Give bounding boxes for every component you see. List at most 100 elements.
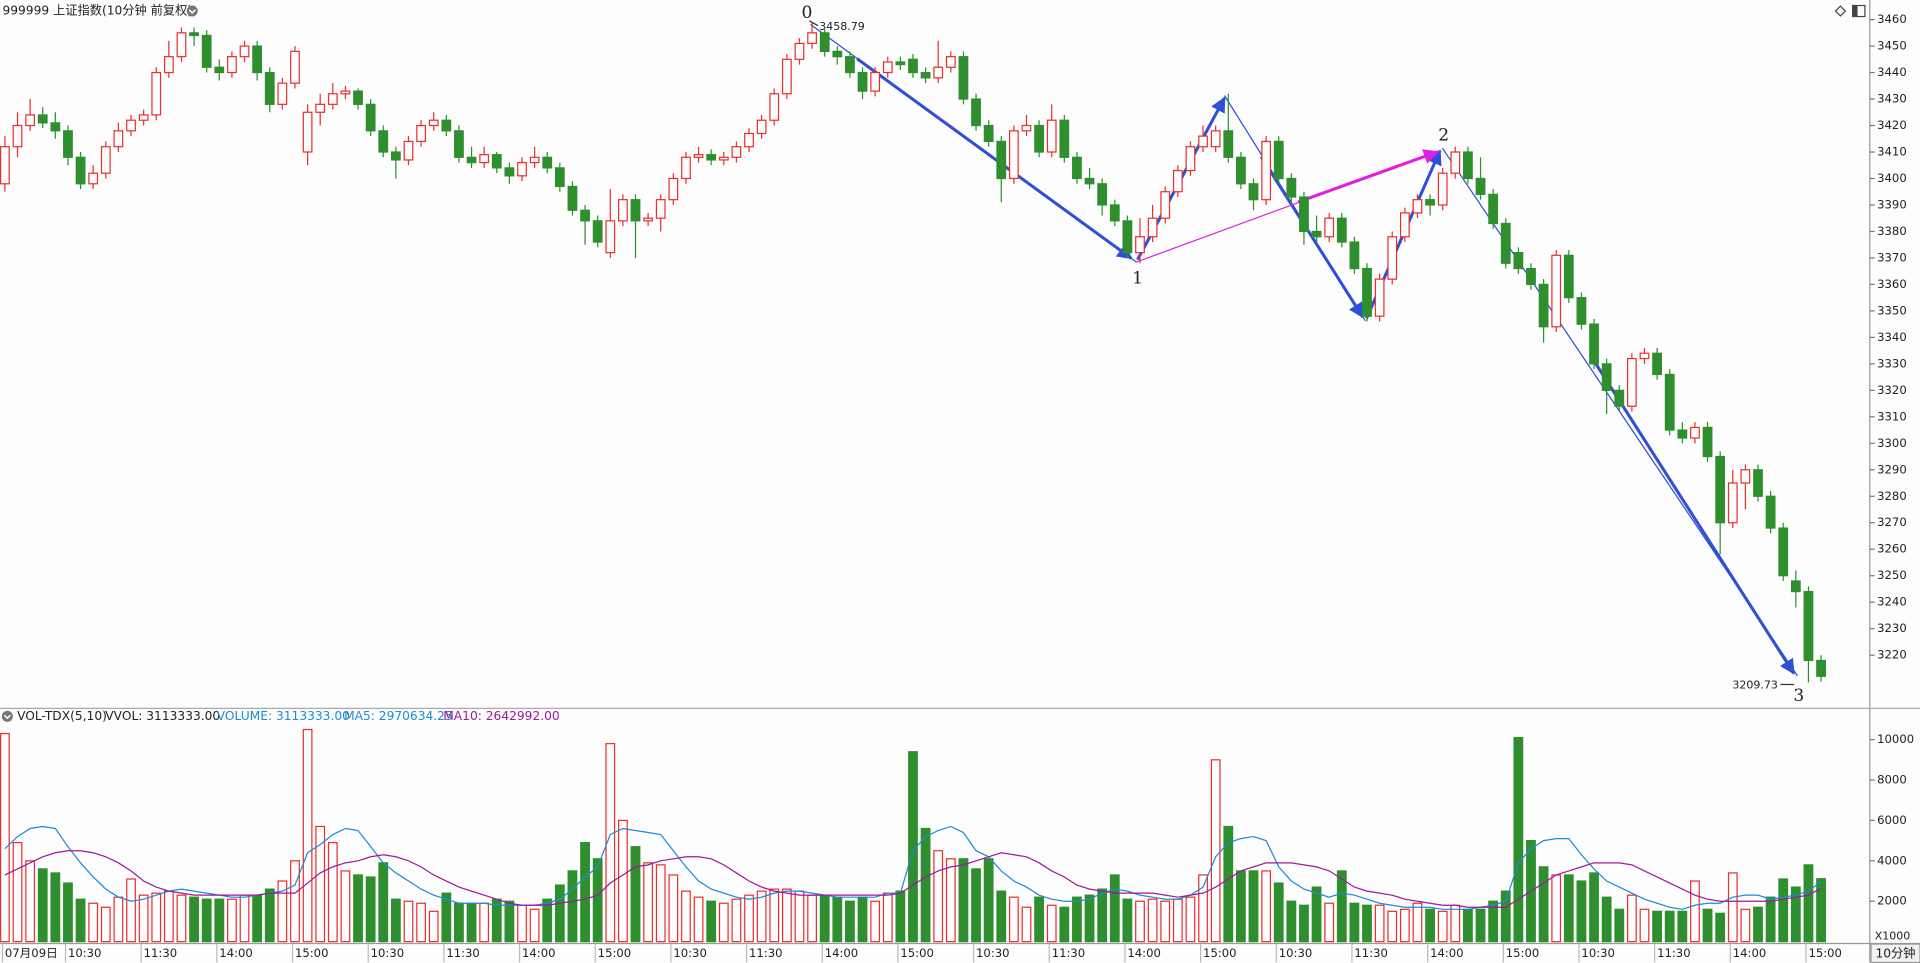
volume-bar (126, 878, 136, 943)
candle-body (1059, 119, 1070, 158)
candle-body (63, 130, 73, 158)
min-price-label: 3209.73 (1732, 679, 1778, 692)
volume-bar (971, 868, 981, 943)
candle-body (126, 119, 136, 132)
volume-bar (983, 858, 994, 943)
window-icons[interactable] (1834, 4, 1866, 18)
candle-body (264, 71, 275, 105)
volume-bar (1034, 896, 1044, 943)
volume-bar (567, 870, 578, 943)
volume-bar (895, 890, 906, 943)
volume-bar (416, 902, 427, 943)
candle-body (971, 98, 981, 127)
volume-bar (378, 862, 389, 943)
x-tick-label: 10:30 (371, 946, 405, 960)
x-tick-label: 15:00 (1203, 946, 1237, 960)
x-tick-label: 15:00 (295, 946, 329, 960)
candle-body (479, 154, 490, 164)
candle-body (756, 119, 767, 135)
candle-body (706, 154, 717, 161)
candle-body (731, 146, 742, 158)
candle-body (1034, 124, 1044, 153)
candle-body (693, 154, 704, 158)
candle-body (618, 199, 628, 222)
candle-body (1248, 183, 1259, 201)
candle-body (542, 156, 553, 169)
volume-bar (517, 904, 527, 943)
x-tick-label: 15:00 (598, 946, 632, 960)
y-tick-label: 10000 (1877, 732, 1914, 746)
candle-body (37, 114, 48, 124)
candle-body (466, 156, 477, 164)
candle-body (1172, 169, 1183, 193)
volume-bar (1551, 874, 1562, 943)
volume-bar (201, 898, 212, 943)
candle-body (1273, 140, 1284, 180)
volume-bar (643, 862, 654, 943)
candle-body (819, 32, 830, 52)
candle-body (1147, 217, 1158, 238)
volume-bar (479, 902, 490, 943)
candle-body (1236, 156, 1246, 185)
y-tick-label: 3450 (1877, 39, 1907, 53)
volume-bar (756, 890, 767, 943)
y-tick-label: 3360 (1877, 277, 1907, 291)
candle-body (1475, 177, 1486, 195)
y-tick-label: 3380 (1877, 224, 1907, 238)
volume-bar (176, 894, 187, 943)
volume-bar (1059, 906, 1070, 943)
x-tick-label: 15:00 (1506, 946, 1540, 960)
volume-bar (163, 890, 174, 943)
candle-body (176, 32, 187, 58)
candle-body (1790, 580, 1801, 593)
candle-body (1336, 217, 1347, 243)
volume-bar (1425, 908, 1435, 943)
candle-body (25, 114, 36, 127)
candle-body (1425, 199, 1435, 206)
x-tick-label: 10:30 (976, 946, 1010, 960)
volume-bar (290, 860, 300, 943)
volume-bar (1223, 825, 1234, 943)
period-label[interactable]: 10分钟 (1875, 945, 1915, 960)
candle-body (718, 156, 729, 161)
x-tick-label: 14:00 (219, 946, 253, 960)
x-tick-label: 10:30 (1279, 946, 1313, 960)
volume-bar (681, 890, 691, 943)
volume-unit-label: X1000 (1875, 930, 1911, 943)
volume-bar (554, 884, 565, 943)
candle-body (1109, 204, 1120, 222)
candle-body (378, 130, 389, 153)
volume-bar (1816, 878, 1826, 943)
candle-body (1324, 217, 1335, 238)
candle-body (1185, 146, 1196, 172)
candle-body (390, 151, 401, 161)
indicator-menu-icon[interactable] (1, 710, 13, 722)
candle-body (1715, 455, 1726, 524)
x-tick-label: 14:00 (1127, 946, 1161, 960)
volume-bar (365, 876, 376, 943)
title-menu-icon[interactable] (186, 5, 198, 17)
candle-body (845, 56, 855, 74)
volume-bar (1097, 888, 1108, 943)
candle-body (554, 167, 565, 188)
y-tick-label: 8000 (1877, 773, 1907, 787)
volume-bar (857, 896, 868, 943)
volume-bar (794, 890, 805, 943)
volume-bar (239, 894, 250, 943)
plot-layer: 3220 3230 3240 3250 3260 3270 3280 3290 3300 3310… (0, 12, 1914, 963)
volume-bar (466, 902, 477, 943)
volume-bar (744, 894, 754, 943)
volume-bar (996, 890, 1007, 943)
candle-body (1601, 363, 1612, 391)
candle-body (1210, 130, 1221, 148)
candle-body (920, 71, 931, 79)
x-tick-label: 10:30 (68, 946, 102, 960)
candle-body (353, 90, 363, 105)
candle-body (1084, 177, 1095, 185)
candle-body (1652, 352, 1663, 376)
candle-body (88, 172, 99, 185)
volume-bar (618, 819, 628, 943)
volume-bar (1198, 874, 1208, 943)
candle-body (1803, 590, 1814, 662)
